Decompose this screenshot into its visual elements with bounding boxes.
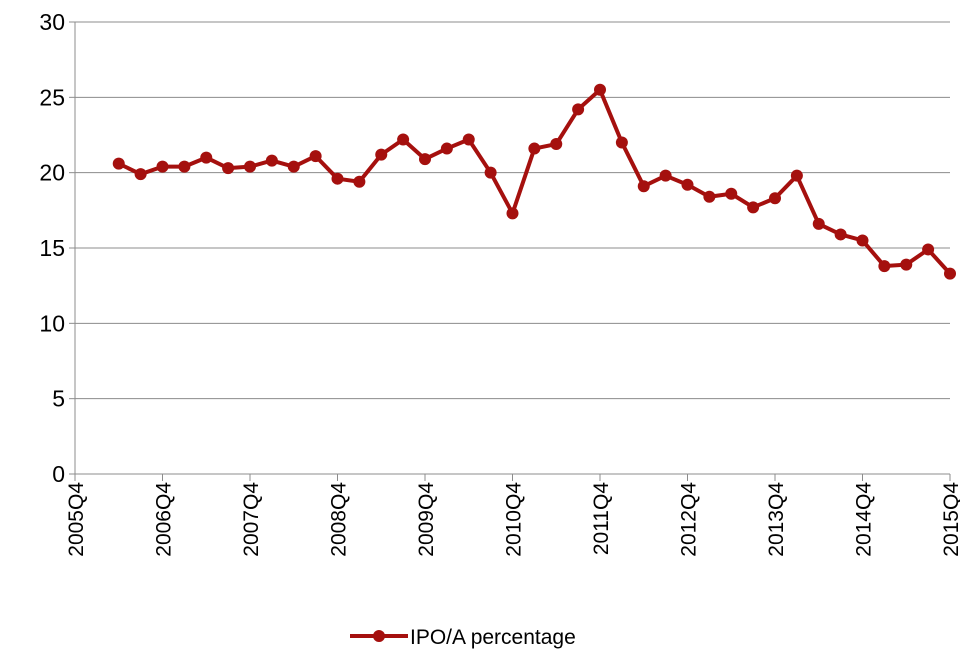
data-point — [178, 160, 191, 173]
x-tick-label: 2007Q4 — [240, 482, 263, 557]
x-tick-label: 2013Q4 — [765, 482, 788, 557]
legend-marker — [373, 630, 385, 642]
data-point — [856, 234, 869, 247]
x-tick-label: 2015Q4 — [940, 482, 960, 557]
y-tick-label: 20 — [39, 160, 65, 186]
y-tick-label: 5 — [52, 386, 65, 412]
data-point — [419, 153, 431, 166]
data-point — [309, 150, 322, 163]
data-point — [484, 166, 497, 179]
data-point — [287, 160, 300, 173]
series-line — [117, 87, 952, 275]
x-tick-label: 2006Q4 — [153, 482, 176, 557]
legend-label: IPO/A percentage — [410, 626, 576, 649]
data-point — [812, 217, 825, 230]
data-point — [156, 160, 169, 173]
data-point — [681, 178, 694, 191]
data-point — [134, 168, 147, 181]
data-point — [375, 148, 388, 161]
data-point — [594, 83, 606, 96]
data-point — [878, 260, 891, 273]
data-point — [572, 103, 585, 116]
data-point — [922, 243, 935, 256]
data-point — [944, 267, 956, 280]
data-point — [244, 160, 256, 173]
y-tick-label: 0 — [52, 461, 65, 487]
data-point — [725, 187, 738, 200]
x-tick-label: 2005Q4 — [65, 482, 88, 557]
data-point — [550, 138, 563, 151]
data-point — [265, 154, 278, 167]
data-point — [790, 169, 803, 182]
data-point — [440, 142, 453, 155]
y-tick-label: 15 — [39, 235, 65, 261]
legend-item: IPO/A percentage — [350, 626, 576, 649]
data-point — [506, 207, 519, 220]
data-point — [353, 175, 366, 188]
data-point — [200, 151, 213, 164]
y-tick-label: 10 — [39, 310, 65, 336]
data-point — [659, 169, 672, 182]
data-point — [769, 192, 781, 205]
x-tick-label: 2008Q4 — [328, 482, 351, 557]
x-tick-label: 2012Q4 — [678, 482, 701, 557]
data-point — [528, 142, 541, 155]
x-tick-label: 2014Q4 — [853, 482, 876, 557]
data-point — [637, 180, 650, 193]
data-point — [222, 162, 235, 175]
data-point — [462, 133, 475, 146]
x-tick-label: 2011Q4 — [590, 482, 613, 555]
data-point — [112, 157, 125, 170]
y-tick-label: 30 — [39, 9, 65, 35]
data-point — [331, 172, 344, 185]
x-tick-label: 2010Q4 — [503, 482, 526, 557]
data-point — [397, 133, 410, 146]
data-point — [615, 136, 628, 149]
data-point — [834, 228, 847, 241]
y-tick-label: 25 — [39, 84, 65, 110]
data-point — [703, 190, 716, 203]
data-point — [900, 258, 913, 271]
data-point — [747, 201, 760, 214]
x-tick-label: 2009Q4 — [415, 482, 438, 557]
